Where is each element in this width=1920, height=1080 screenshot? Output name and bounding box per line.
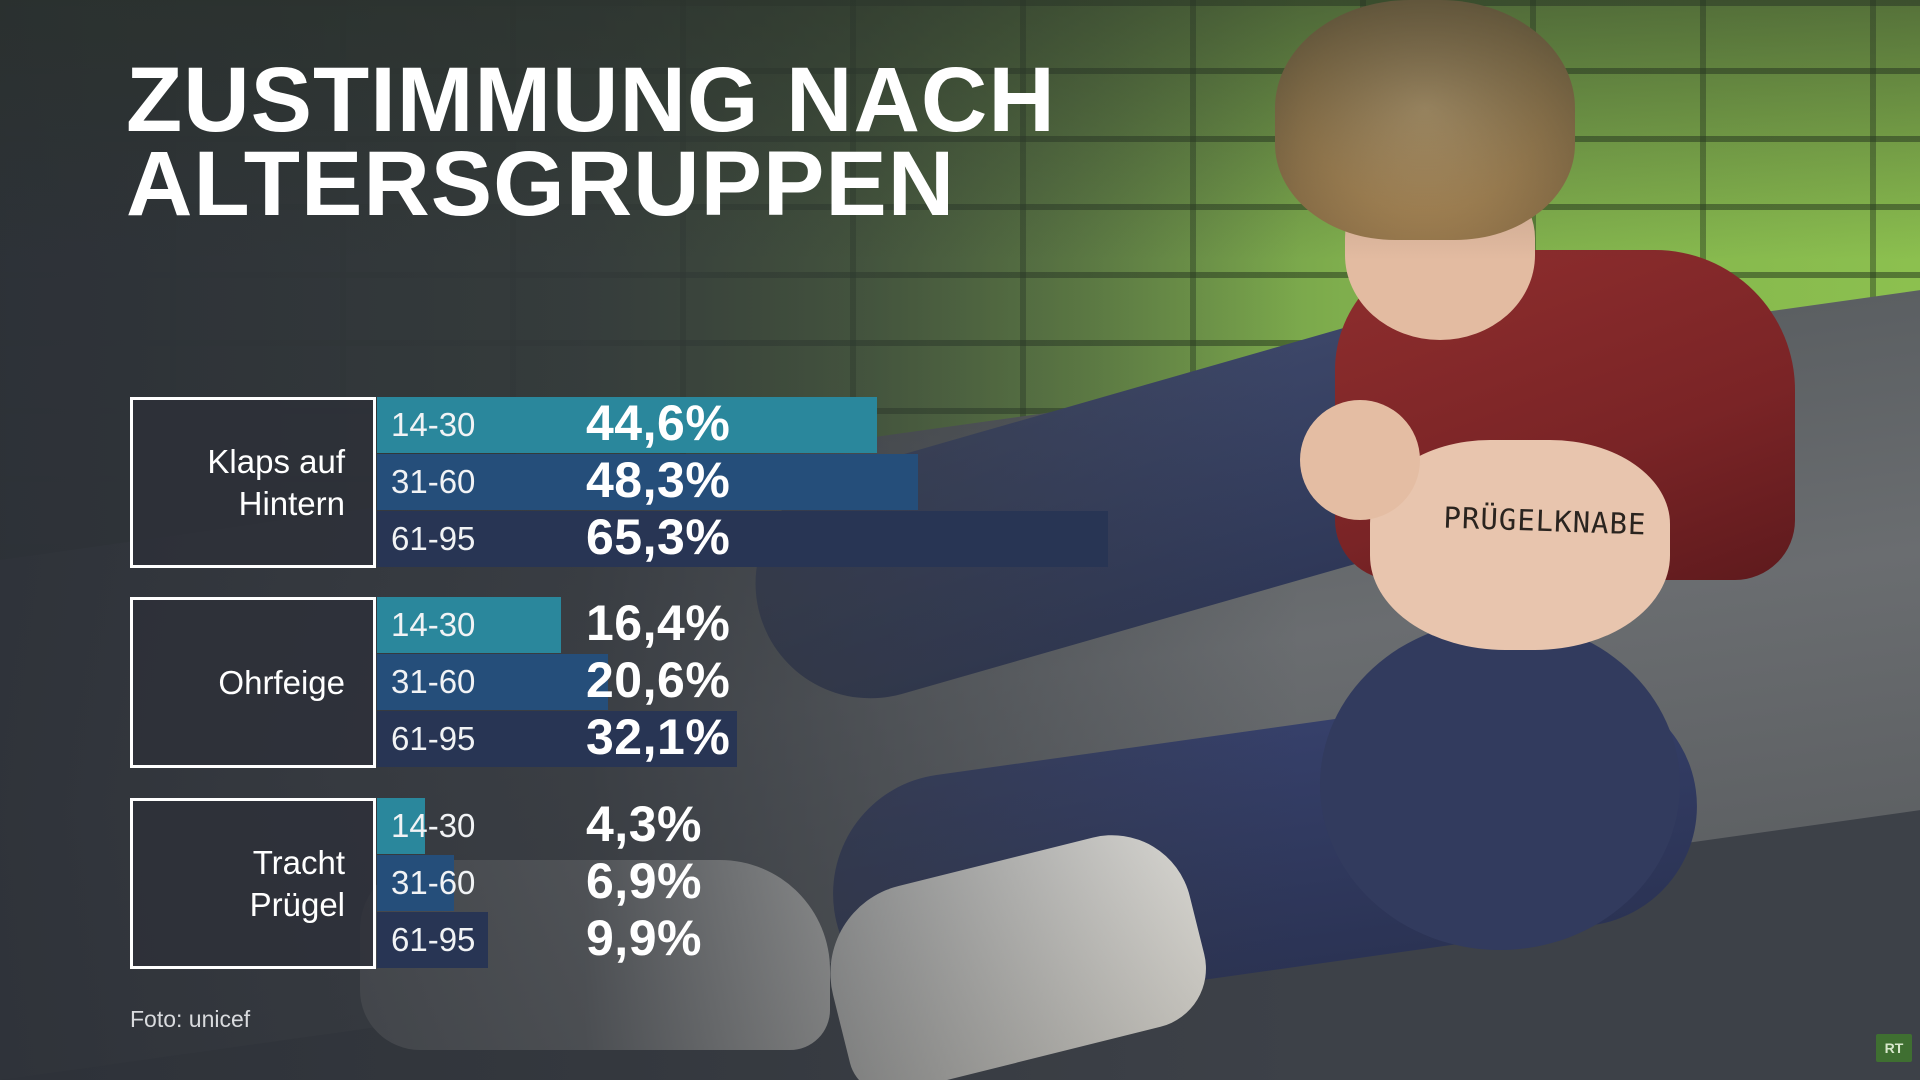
- group-label: Tracht Prügel: [249, 843, 345, 923]
- boy-hip: [1320, 620, 1680, 950]
- top-overlay: [0, 0, 1920, 260]
- bar: [377, 397, 877, 453]
- boy-belly: [1370, 440, 1670, 650]
- value-label: 48,3%: [586, 452, 731, 508]
- bar: [377, 798, 425, 854]
- photo-credit: Foto: unicef: [130, 1006, 251, 1032]
- rt-logo: RT: [1876, 1034, 1912, 1062]
- group-box-1: Klaps auf Hintern: [130, 397, 376, 568]
- bar: [377, 511, 1108, 567]
- age-group-label: 61-95: [391, 720, 476, 757]
- group-label: Ohrfeige: [218, 663, 345, 701]
- value-label: 9,9%: [586, 910, 702, 966]
- title-line-1: ZUSTIMMUNG NACH: [126, 49, 1056, 151]
- bar: [377, 654, 608, 710]
- value-label: 6,9%: [586, 853, 702, 909]
- title-line-2: ALTERSGRUPPEN: [126, 133, 956, 235]
- age-group-label: 14-30: [391, 406, 476, 443]
- group-box-3: Tracht Prügel: [130, 798, 376, 969]
- bar: [377, 711, 737, 767]
- value-label: 16,4%: [586, 595, 731, 651]
- boy-hand: [1300, 400, 1420, 520]
- age-group-label: 61-95: [391, 921, 476, 958]
- value-label: 65,3%: [586, 509, 731, 565]
- value-label: 20,6%: [586, 652, 731, 708]
- value-label: 44,6%: [586, 395, 731, 451]
- value-label: 32,1%: [586, 709, 731, 765]
- age-group-label: 14-30: [391, 606, 476, 643]
- age-group-label: 31-60: [391, 864, 476, 901]
- bar: [377, 597, 561, 653]
- bar: [377, 855, 454, 911]
- bar: [377, 912, 488, 968]
- bar: [377, 454, 918, 510]
- age-group-label: 31-60: [391, 663, 476, 700]
- age-group-label: 31-60: [391, 463, 476, 500]
- group-box-2: Ohrfeige: [130, 597, 376, 768]
- group-label: Klaps auf Hintern: [207, 442, 345, 522]
- value-label: 4,3%: [586, 796, 702, 852]
- age-group-label: 14-30: [391, 807, 476, 844]
- chart-title: ZUSTIMMUNG NACH ALTERSGRUPPEN: [126, 49, 1056, 235]
- age-group-label: 61-95: [391, 520, 476, 557]
